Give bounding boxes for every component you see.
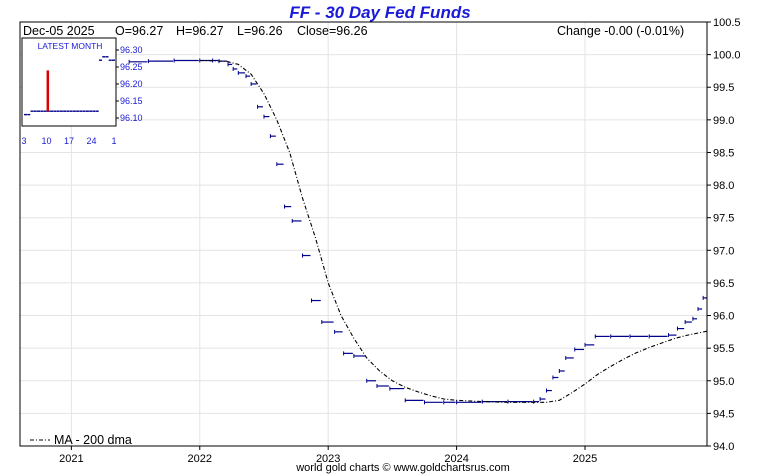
inset-frame	[21, 37, 117, 127]
y-tick-label: 99.5	[713, 82, 734, 94]
legend-entry: MA - 200 dma	[30, 433, 132, 447]
header-date: Dec-05 2025	[23, 24, 95, 38]
header-open: O=96.27	[115, 24, 164, 38]
ma-200-line	[199, 59, 708, 403]
plot-frame	[19, 21, 708, 447]
latest-month-inset: 96.30 96.25 96.20 96.15 96.10 3 10 17 24 1	[21, 37, 143, 146]
y-tick-label: 95.0	[713, 376, 734, 388]
y-tick-label: 100.0	[713, 50, 741, 62]
y-tick-label: 95.5	[713, 343, 734, 355]
inset-y-label: 96.30	[120, 45, 143, 55]
y-tick-label: 99.0	[713, 115, 734, 127]
inset-y-label: 96.25	[120, 62, 143, 72]
y-tick-label: 94.5	[713, 408, 734, 420]
header-high: H=96.27	[176, 24, 224, 38]
x-tick-label: 2023	[316, 453, 340, 465]
inset-y-label: 96.20	[120, 79, 143, 89]
header-change: Change -0.00 (-0.01%)	[557, 24, 685, 38]
y-tick-label: 97.0	[713, 245, 734, 257]
inset-x-label: 10	[41, 136, 51, 146]
inset-y-label: 96.15	[120, 96, 143, 106]
x-tick-label: 2021	[59, 453, 83, 465]
header-close: Close=96.26	[297, 24, 368, 38]
inset-x-label: 1	[111, 136, 116, 146]
y-tick-label: 100.5	[713, 17, 741, 29]
y-tick-label: 97.5	[713, 213, 734, 225]
y-tick-label: 96.5	[713, 278, 734, 290]
y-tick-label: 98.5	[713, 147, 734, 159]
inset-y-label: 96.10	[120, 113, 143, 123]
inset-x-label: 24	[86, 136, 96, 146]
x-axis: 2021 2022 2023 2024 2025	[59, 446, 597, 465]
x-tick-label: 2022	[188, 453, 212, 465]
y-axis: 94.0 94.5 95.0 95.5 96.0 96.5 97.0 97.5 98.0 98.5…	[707, 17, 741, 453]
source-credit: world gold charts © www.goldchartsrus.co…	[296, 462, 510, 474]
series-layer	[128, 58, 708, 405]
y-tick-label: 98.0	[713, 180, 734, 192]
legend-label: MA - 200 dma	[54, 433, 132, 447]
inset-x-label: 17	[64, 136, 74, 146]
x-tick-label: 2024	[444, 453, 468, 465]
header-low: L=96.26	[237, 24, 283, 38]
y-tick-label: 94.0	[713, 441, 734, 453]
x-tick-label: 2025	[573, 453, 597, 465]
chart-title: FF - 30 Day Fed Funds	[289, 3, 471, 22]
inset-x-label: 3	[21, 136, 26, 146]
inset-title: LATEST MONTH	[37, 41, 103, 51]
y-tick-label: 96.0	[713, 311, 734, 323]
